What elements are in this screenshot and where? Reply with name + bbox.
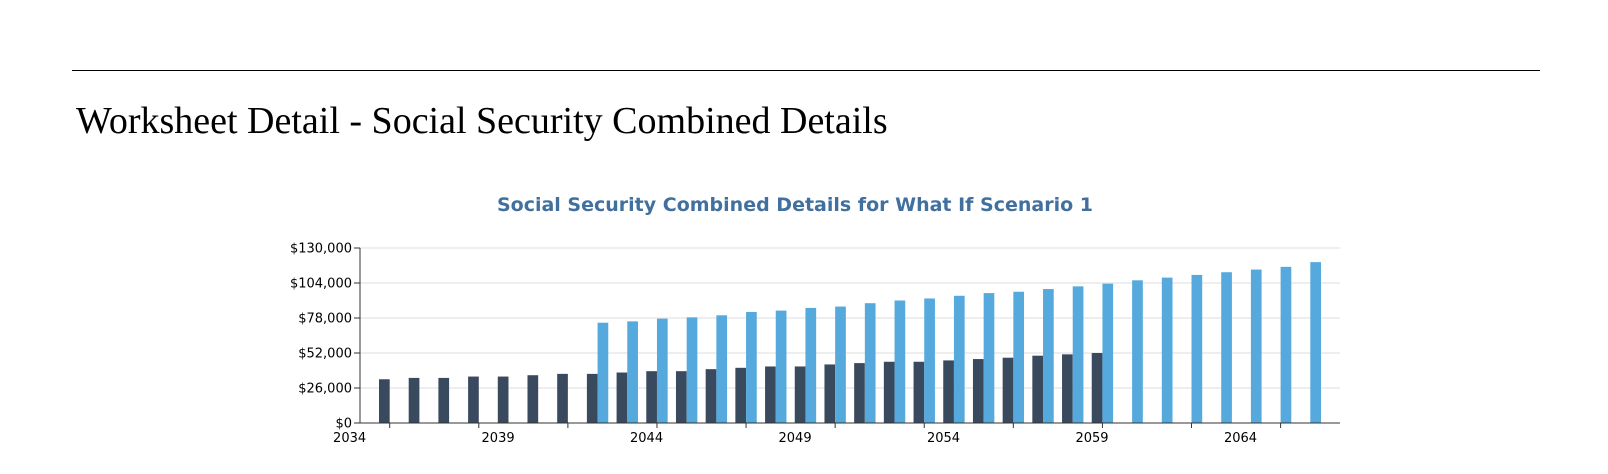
bar-series-2 (656, 318, 668, 423)
bar-series-1 (794, 366, 806, 423)
bar-series-2 (686, 317, 698, 423)
bar-series-1 (438, 377, 450, 423)
bar-series-2 (775, 310, 787, 423)
bar-series-1 (854, 363, 865, 423)
bar-series-2 (1043, 289, 1054, 423)
chart-title: Social Security Combined Details for Wha… (497, 194, 1093, 216)
x-tick-label: 2049 (779, 431, 812, 446)
bar-series-2 (1013, 291, 1025, 423)
bar-series-1 (586, 373, 598, 423)
bar-series-1 (497, 376, 509, 423)
bar-series-1 (824, 364, 836, 423)
horizontal-rule (72, 70, 1540, 71)
bar-series-1 (972, 359, 984, 423)
bar-series-1 (379, 379, 390, 423)
bar-series-1 (1091, 353, 1103, 423)
y-tick-label: $26,000 (298, 382, 352, 397)
bar-series-1 (1032, 355, 1044, 423)
bar-series-2 (894, 300, 906, 423)
bar-series-1 (883, 361, 895, 423)
bar-series-2 (805, 307, 817, 423)
bar-series-2 (1132, 280, 1143, 423)
bar-series-1 (943, 360, 954, 423)
bar-series-2 (597, 322, 609, 423)
bar-series-1 (1002, 357, 1014, 423)
bar-series-2 (983, 293, 995, 423)
bar-series-1 (557, 373, 568, 423)
bar-series-1 (705, 369, 717, 423)
x-tick-label: 2064 (1224, 431, 1257, 446)
bar-series-1 (646, 371, 657, 423)
bar-series-1 (675, 371, 687, 423)
x-tick-label: 2044 (630, 431, 663, 446)
bar-series-2 (1280, 266, 1292, 423)
bar-series-2 (746, 311, 757, 423)
bar-series-2 (953, 295, 965, 423)
bar-series-2 (1072, 286, 1084, 423)
bar-series-2 (864, 303, 876, 423)
page-title: Worksheet Detail - Social Security Combi… (76, 100, 888, 142)
bar-series-2 (835, 306, 846, 423)
bar-series-1 (616, 372, 628, 423)
bars (379, 262, 1321, 423)
bar-series-2 (1310, 262, 1321, 423)
bar-series-1 (408, 377, 420, 423)
bar-series-2 (627, 321, 638, 423)
axes: $0 $26,000 $52,000 $78,000 $104,000 $130,000 2… (290, 242, 1340, 446)
y-tick-label: $130,000 (290, 242, 352, 257)
bar-series-1 (765, 366, 776, 423)
bar-series-2 (1191, 274, 1203, 423)
bar-series-2 (1221, 272, 1232, 423)
x-tick-label: 2034 (333, 431, 366, 446)
bar-series-1 (1062, 354, 1073, 423)
x-tick-label: 2054 (927, 431, 960, 446)
bar-series-2 (1102, 283, 1114, 423)
x-tick-label: 2039 (482, 431, 515, 446)
bar-series-1 (468, 376, 479, 423)
bar-series-1 (735, 367, 747, 423)
bar-series-2 (1250, 269, 1262, 423)
bar-series-2 (1161, 277, 1173, 423)
x-tick-label: 2059 (1075, 431, 1108, 446)
y-tick-label: $52,000 (298, 347, 352, 362)
bar-series-1 (913, 361, 925, 423)
gridlines (360, 247, 1340, 389)
bar-series-2 (924, 298, 935, 423)
bar-series-2 (716, 315, 728, 423)
bar-series-1 (527, 375, 539, 423)
y-tick-label: $104,000 (290, 277, 352, 292)
y-tick-label: $0 (335, 417, 352, 432)
y-tick-label: $78,000 (298, 312, 352, 327)
